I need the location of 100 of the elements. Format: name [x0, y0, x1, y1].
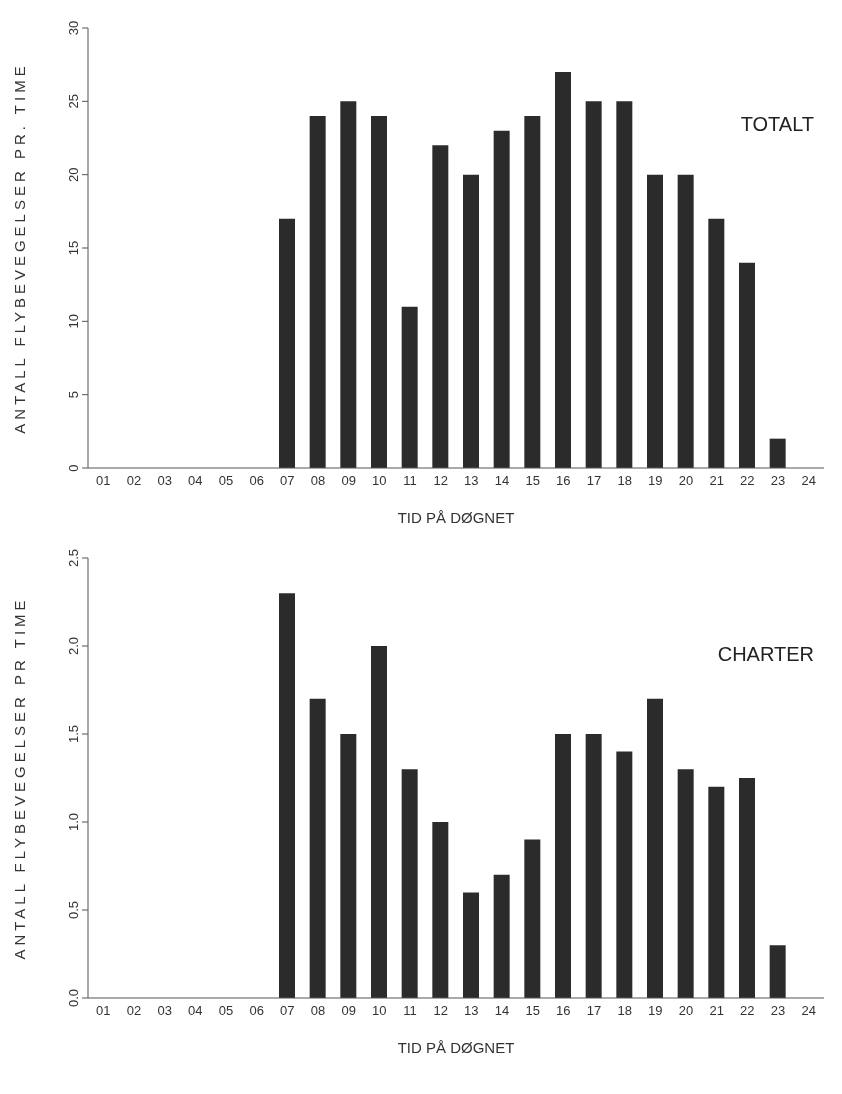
x-axis-title: TID PÅ DØGNET [397, 509, 515, 526]
x-tick-label: 22 [740, 1003, 755, 1019]
y-tick-label: 30 [66, 20, 81, 36]
bar [585, 734, 602, 998]
x-tick-label: 13 [464, 1003, 479, 1019]
x-tick-label: 24 [801, 1003, 816, 1019]
x-tick-label: 23 [770, 1003, 786, 1019]
x-tick-label: 03 [157, 473, 172, 489]
x-tick-label: 18 [617, 1003, 632, 1019]
x-tick-label: 07 [280, 473, 295, 489]
x-tick-label: 01 [96, 473, 111, 489]
y-tick-label: 25 [66, 94, 81, 109]
bar [647, 174, 663, 468]
bar [616, 101, 633, 468]
bar [493, 874, 510, 998]
bar [340, 734, 357, 998]
bar [555, 734, 571, 998]
x-tick-label: 14 [494, 1003, 510, 1019]
y-tick-label: 0.0 [66, 988, 81, 1008]
x-tick-label: 06 [249, 473, 264, 489]
x-tick-label: 09 [341, 473, 356, 489]
x-tick-label: 10 [372, 1003, 387, 1019]
y-tick-label: 2.5 [66, 548, 81, 568]
x-tick-label: 10 [372, 473, 387, 489]
bar [739, 262, 755, 468]
bar [677, 769, 694, 998]
bar [309, 698, 326, 998]
bar [279, 218, 295, 468]
x-tick-label: 11 [403, 1003, 417, 1019]
x-tick-label: 16 [556, 473, 571, 489]
y-tick-label: 10 [66, 314, 81, 329]
x-axis-title: TID PÅ DØGNET [397, 1039, 515, 1056]
x-tick-label: 16 [556, 1003, 571, 1019]
bar [616, 751, 633, 998]
x-tick-label: 06 [249, 1003, 264, 1019]
bar [401, 769, 418, 998]
bar [524, 839, 541, 998]
bar [463, 174, 479, 468]
x-tick-label: 15 [525, 473, 540, 489]
x-tick-label: 19 [648, 1003, 663, 1019]
x-tick-label: 05 [218, 1003, 234, 1019]
y-tick-label: 0.5 [66, 900, 81, 920]
text: CHARTER [717, 643, 814, 666]
x-tick-label: 24 [801, 473, 816, 489]
bar [708, 786, 725, 998]
bar [371, 116, 387, 468]
bar [769, 945, 786, 998]
bar [432, 145, 449, 468]
x-tick-label: 22 [740, 473, 755, 489]
x-tick-label: 11 [403, 473, 417, 489]
y-tick-label: 1.0 [66, 812, 81, 832]
bar [340, 101, 357, 468]
bar [647, 698, 663, 998]
x-tick-label: 18 [617, 473, 632, 489]
x-tick-label: 19 [648, 473, 663, 489]
bar [371, 646, 387, 998]
x-tick-label: 21 [709, 1003, 724, 1019]
text: TOTALT [740, 113, 814, 136]
bar [432, 822, 449, 998]
y-axis-title: ANTALL FLYBEVEGELSER PR TIME [11, 596, 29, 960]
bar [463, 892, 479, 998]
bar [585, 101, 602, 468]
y-tick-label: 15 [66, 240, 81, 256]
x-tick-label: 23 [770, 473, 786, 489]
x-tick-label: 03 [157, 1003, 172, 1019]
bar [309, 116, 326, 468]
y-tick-label: 1.5 [66, 724, 81, 744]
x-tick-label: 20 [678, 1003, 694, 1019]
x-tick-label: 04 [188, 1003, 203, 1019]
bar [555, 72, 571, 468]
y-axis-title: ANTALL FLYBEVEGELSER PR. TIME [11, 62, 29, 434]
x-tick-label: 02 [126, 1003, 142, 1019]
bar [493, 130, 510, 468]
x-tick-label: 13 [464, 473, 479, 489]
y-tick-label: 20 [66, 167, 81, 182]
y-tick-label: 0 [66, 464, 81, 472]
x-tick-label: 17 [586, 1003, 602, 1019]
y-tick-label: 5 [66, 391, 81, 399]
x-tick-label: 01 [96, 1003, 111, 1019]
bar [708, 218, 725, 468]
bar [401, 306, 418, 468]
x-tick-label: 17 [586, 473, 602, 489]
x-tick-label: 05 [218, 473, 234, 489]
bar [279, 593, 295, 998]
x-tick-label: 14 [494, 473, 510, 489]
bar [739, 778, 755, 998]
bar [524, 116, 541, 468]
x-tick-label: 12 [433, 473, 448, 489]
x-tick-label: 02 [126, 473, 142, 489]
bar [769, 438, 786, 468]
x-tick-label: 08 [310, 473, 326, 489]
x-tick-label: 08 [310, 1003, 326, 1019]
x-tick-label: 15 [525, 1003, 540, 1019]
x-tick-label: 21 [709, 473, 724, 489]
x-tick-label: 07 [280, 1003, 295, 1019]
x-tick-label: 04 [188, 473, 203, 489]
x-tick-label: 20 [678, 473, 694, 489]
y-tick-label: 2.0 [66, 636, 81, 656]
bar [677, 174, 694, 468]
x-tick-label: 09 [341, 1003, 356, 1019]
